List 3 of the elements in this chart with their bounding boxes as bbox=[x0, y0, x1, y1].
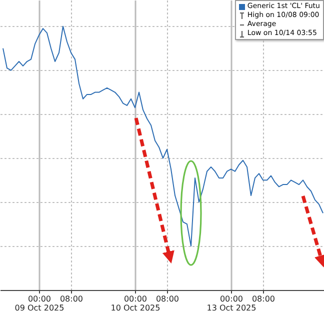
x-tick-label: 08:00 bbox=[156, 294, 180, 304]
x-tick-label: 08:00 bbox=[60, 294, 84, 304]
x-tick-label: 08:00 bbox=[252, 294, 276, 304]
